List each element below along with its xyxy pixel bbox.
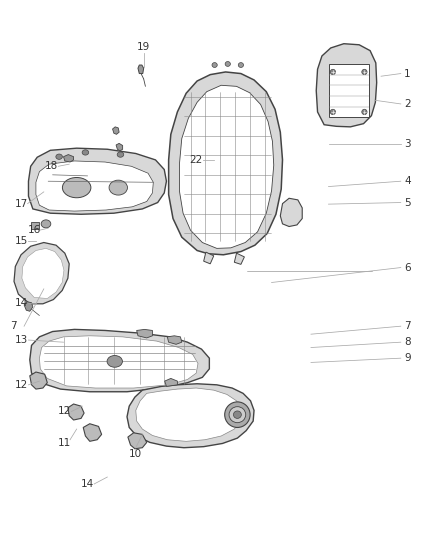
- Polygon shape: [14, 243, 69, 304]
- Text: 11: 11: [58, 439, 71, 448]
- Text: 12: 12: [14, 380, 28, 390]
- Bar: [31, 222, 39, 229]
- Bar: [329, 64, 369, 117]
- Polygon shape: [24, 302, 33, 311]
- Ellipse shape: [212, 63, 217, 68]
- Ellipse shape: [62, 177, 91, 198]
- Text: 14: 14: [81, 479, 94, 489]
- Polygon shape: [138, 65, 144, 74]
- Polygon shape: [22, 248, 64, 298]
- Text: 9: 9: [404, 353, 411, 363]
- Text: 13: 13: [14, 335, 28, 345]
- Polygon shape: [113, 127, 119, 134]
- Polygon shape: [280, 198, 302, 227]
- Polygon shape: [165, 378, 177, 386]
- Polygon shape: [128, 433, 147, 449]
- Text: 2: 2: [404, 99, 411, 109]
- Text: 5: 5: [404, 198, 411, 207]
- Text: 7: 7: [10, 321, 17, 331]
- Text: 4: 4: [404, 176, 411, 186]
- Text: 10: 10: [129, 449, 142, 459]
- Polygon shape: [28, 148, 166, 214]
- Text: 6: 6: [404, 263, 411, 272]
- Text: 8: 8: [404, 337, 411, 347]
- Ellipse shape: [56, 154, 62, 159]
- Ellipse shape: [225, 402, 250, 427]
- Polygon shape: [64, 155, 74, 162]
- Polygon shape: [137, 329, 152, 338]
- Ellipse shape: [117, 152, 124, 157]
- Ellipse shape: [238, 63, 244, 68]
- Ellipse shape: [362, 109, 367, 115]
- Text: 1: 1: [404, 69, 411, 78]
- Polygon shape: [169, 72, 283, 255]
- Text: 19: 19: [137, 42, 150, 52]
- Text: 14: 14: [14, 298, 28, 308]
- Ellipse shape: [41, 220, 51, 228]
- Text: 3: 3: [404, 139, 411, 149]
- Polygon shape: [30, 329, 209, 392]
- Ellipse shape: [225, 61, 230, 67]
- Text: 17: 17: [14, 199, 28, 208]
- Ellipse shape: [107, 356, 123, 367]
- Polygon shape: [30, 372, 47, 389]
- Polygon shape: [316, 44, 377, 127]
- Text: 18: 18: [45, 161, 58, 171]
- Text: 7: 7: [404, 321, 411, 331]
- Polygon shape: [180, 85, 274, 248]
- Polygon shape: [136, 388, 241, 441]
- Text: 16: 16: [28, 225, 41, 235]
- Polygon shape: [234, 253, 244, 264]
- Ellipse shape: [233, 411, 241, 418]
- Ellipse shape: [109, 180, 127, 195]
- Polygon shape: [39, 336, 198, 388]
- Text: 22: 22: [190, 155, 203, 165]
- Polygon shape: [36, 161, 153, 211]
- Text: 15: 15: [14, 236, 28, 246]
- Ellipse shape: [362, 69, 367, 75]
- Text: 12: 12: [58, 407, 71, 416]
- Ellipse shape: [330, 69, 336, 75]
- Polygon shape: [204, 252, 214, 264]
- Polygon shape: [127, 384, 254, 448]
- Polygon shape: [83, 424, 102, 441]
- Polygon shape: [116, 143, 123, 151]
- Ellipse shape: [229, 407, 246, 423]
- Polygon shape: [167, 336, 182, 344]
- Ellipse shape: [82, 150, 88, 155]
- Polygon shape: [68, 404, 84, 420]
- Ellipse shape: [330, 109, 336, 115]
